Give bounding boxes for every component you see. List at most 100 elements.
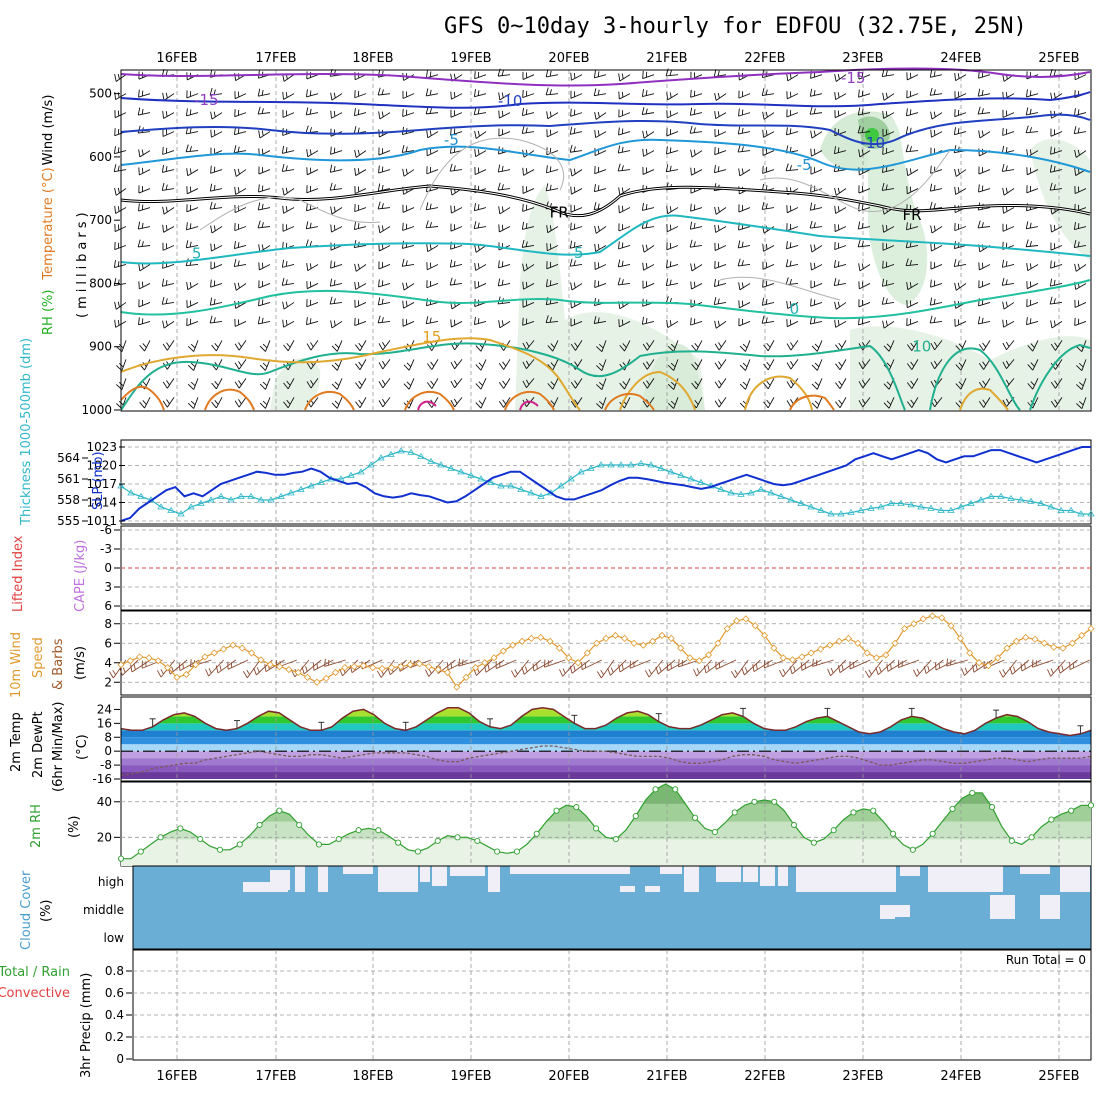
upper-barb-262-flag xyxy=(497,182,501,191)
upper-barb-679-flag2 xyxy=(670,381,676,387)
upper-barb-338-flag xyxy=(353,222,356,230)
upper-barb-451-staff xyxy=(114,283,127,286)
upper-barb-454 xyxy=(186,282,199,291)
upper-barb-601-staff xyxy=(767,340,775,352)
upper-barb-479-flag2 xyxy=(789,278,792,285)
upper-barb-476-flag2 xyxy=(717,280,720,286)
upper-barb-529-flag xyxy=(1002,301,1005,310)
upper-barb-219-flag2 xyxy=(453,165,456,171)
wind-point-25 xyxy=(350,663,358,671)
upper-barb-69-flag2 xyxy=(789,91,792,98)
upper-barb-87-flag2 xyxy=(238,109,240,116)
upper-barb-493-flag xyxy=(138,299,140,307)
upper-barb-389-flag2 xyxy=(597,244,600,250)
thickness-point-68 xyxy=(797,499,805,506)
rh-point-44 xyxy=(553,807,560,814)
upper-barb-499 xyxy=(282,301,295,310)
upper-barb-162-flag xyxy=(1050,128,1052,137)
upper-barb-493-flag2 xyxy=(142,300,144,306)
ytick-555: 555 xyxy=(57,514,80,528)
upper-barb-728 xyxy=(858,397,871,408)
upper-barb-162-staff xyxy=(1050,131,1063,137)
upper-barb-422-staff xyxy=(402,264,415,267)
upper-barb-464-flag xyxy=(426,280,428,288)
upper-barb-361-flag2 xyxy=(909,223,912,229)
upper-barb-435-staff xyxy=(714,264,727,269)
upper-barb-524-flag xyxy=(881,296,885,305)
upper-barb-580-flag xyxy=(259,345,266,352)
upper-barb-371-staff xyxy=(162,245,175,251)
thickness-point-75 xyxy=(867,504,875,511)
upper-barb-297-flag xyxy=(354,204,356,212)
upper-barb-167 xyxy=(185,144,199,153)
wind-point-29 xyxy=(387,664,396,672)
upper-barb-628 xyxy=(426,359,439,370)
upper-barb-333-staff xyxy=(234,226,247,232)
thickness-point-52 xyxy=(637,459,645,466)
thickness-point-8 xyxy=(197,499,205,506)
upper-barb-195-staff xyxy=(859,150,871,158)
upper-barb-659 xyxy=(187,378,199,390)
upper-barb-469-flag xyxy=(546,279,548,287)
thickness-point-31 xyxy=(427,457,435,464)
upper-barb-64-flag2 xyxy=(669,92,672,98)
upper-barb-368-flag2 xyxy=(1077,223,1080,229)
upper-barb-546-flag xyxy=(425,316,429,324)
upper-barb-48 xyxy=(282,91,295,100)
upper-barb-396 xyxy=(762,243,775,252)
upper-barb-169-staff xyxy=(234,150,247,154)
upper-barb-648-flag xyxy=(906,363,913,370)
upper-barb-605-staff xyxy=(862,340,871,351)
wind-barb-61 xyxy=(849,659,871,670)
wind-barb-20 xyxy=(349,659,371,673)
upper-barb-555-staff xyxy=(642,320,655,325)
upper-barb-104-flag2 xyxy=(645,108,648,114)
upper-barb-501-staff xyxy=(330,301,343,305)
upper-barb-500-flag2 xyxy=(310,299,312,306)
upper-barb-175 xyxy=(378,147,391,156)
upper-barb-704-staff xyxy=(287,397,295,409)
upper-barb-111-flag xyxy=(809,106,813,115)
upper-barb-557-flag2 xyxy=(693,318,696,324)
upper-barb-145-staff xyxy=(643,131,655,139)
upper-barb-19-staff xyxy=(571,74,583,81)
upper-barb-439-flag xyxy=(810,262,812,271)
wind-barb-78-flag2 xyxy=(1061,665,1064,671)
upper-barb-474-staff xyxy=(666,283,679,287)
contour-label-9: 5 xyxy=(574,244,584,262)
upper-barb-540-flag xyxy=(282,319,284,328)
upper-barb-523-flag xyxy=(858,299,860,307)
upper-barb-39-flag2 xyxy=(1053,70,1056,76)
upper-barb-496-flag xyxy=(209,297,213,306)
upper-barb-97-flag2 xyxy=(477,108,480,115)
upper-barb-457-flag xyxy=(258,280,260,288)
upper-barb-91-flag xyxy=(330,110,332,119)
wind-point-3 xyxy=(145,654,153,662)
wind-barb-63-staff xyxy=(877,659,895,676)
upper-barb-396-flag2 xyxy=(765,243,768,250)
upper-barb-47-staff xyxy=(258,93,271,97)
upper-barb-215 xyxy=(354,167,367,176)
wind-barb-62 xyxy=(864,659,883,678)
upper-barb-286-flag xyxy=(1074,185,1076,194)
upper-barb-447-staff xyxy=(1002,264,1015,268)
upper-barb-682-flag xyxy=(739,383,746,390)
upper-barb-717-flag xyxy=(596,403,603,409)
upper-barb-91-flag2 xyxy=(333,110,336,117)
upper-barb-40-staff xyxy=(1074,74,1087,81)
upper-barb-227-flag2 xyxy=(646,167,648,173)
wind-barb-63 xyxy=(875,659,895,676)
upper-barb-544-staff xyxy=(378,320,391,324)
wind-barb-37-flag xyxy=(559,669,564,677)
upper-barb-35-flag2 xyxy=(957,73,960,79)
upper-barb-390-staff xyxy=(618,245,631,250)
upper-barb-210-staff xyxy=(235,169,247,177)
wind-point-19 xyxy=(294,668,302,677)
upper-barb-186-flag xyxy=(642,148,644,157)
upper-barb-525-flag2 xyxy=(909,300,912,306)
upper-barb-248-flag xyxy=(161,182,165,191)
upper-barb-104-flag xyxy=(641,107,645,115)
upper-barb-708-staff xyxy=(382,397,391,408)
upper-barb-473-flag2 xyxy=(646,281,648,287)
upper-barb-442 xyxy=(882,260,895,269)
